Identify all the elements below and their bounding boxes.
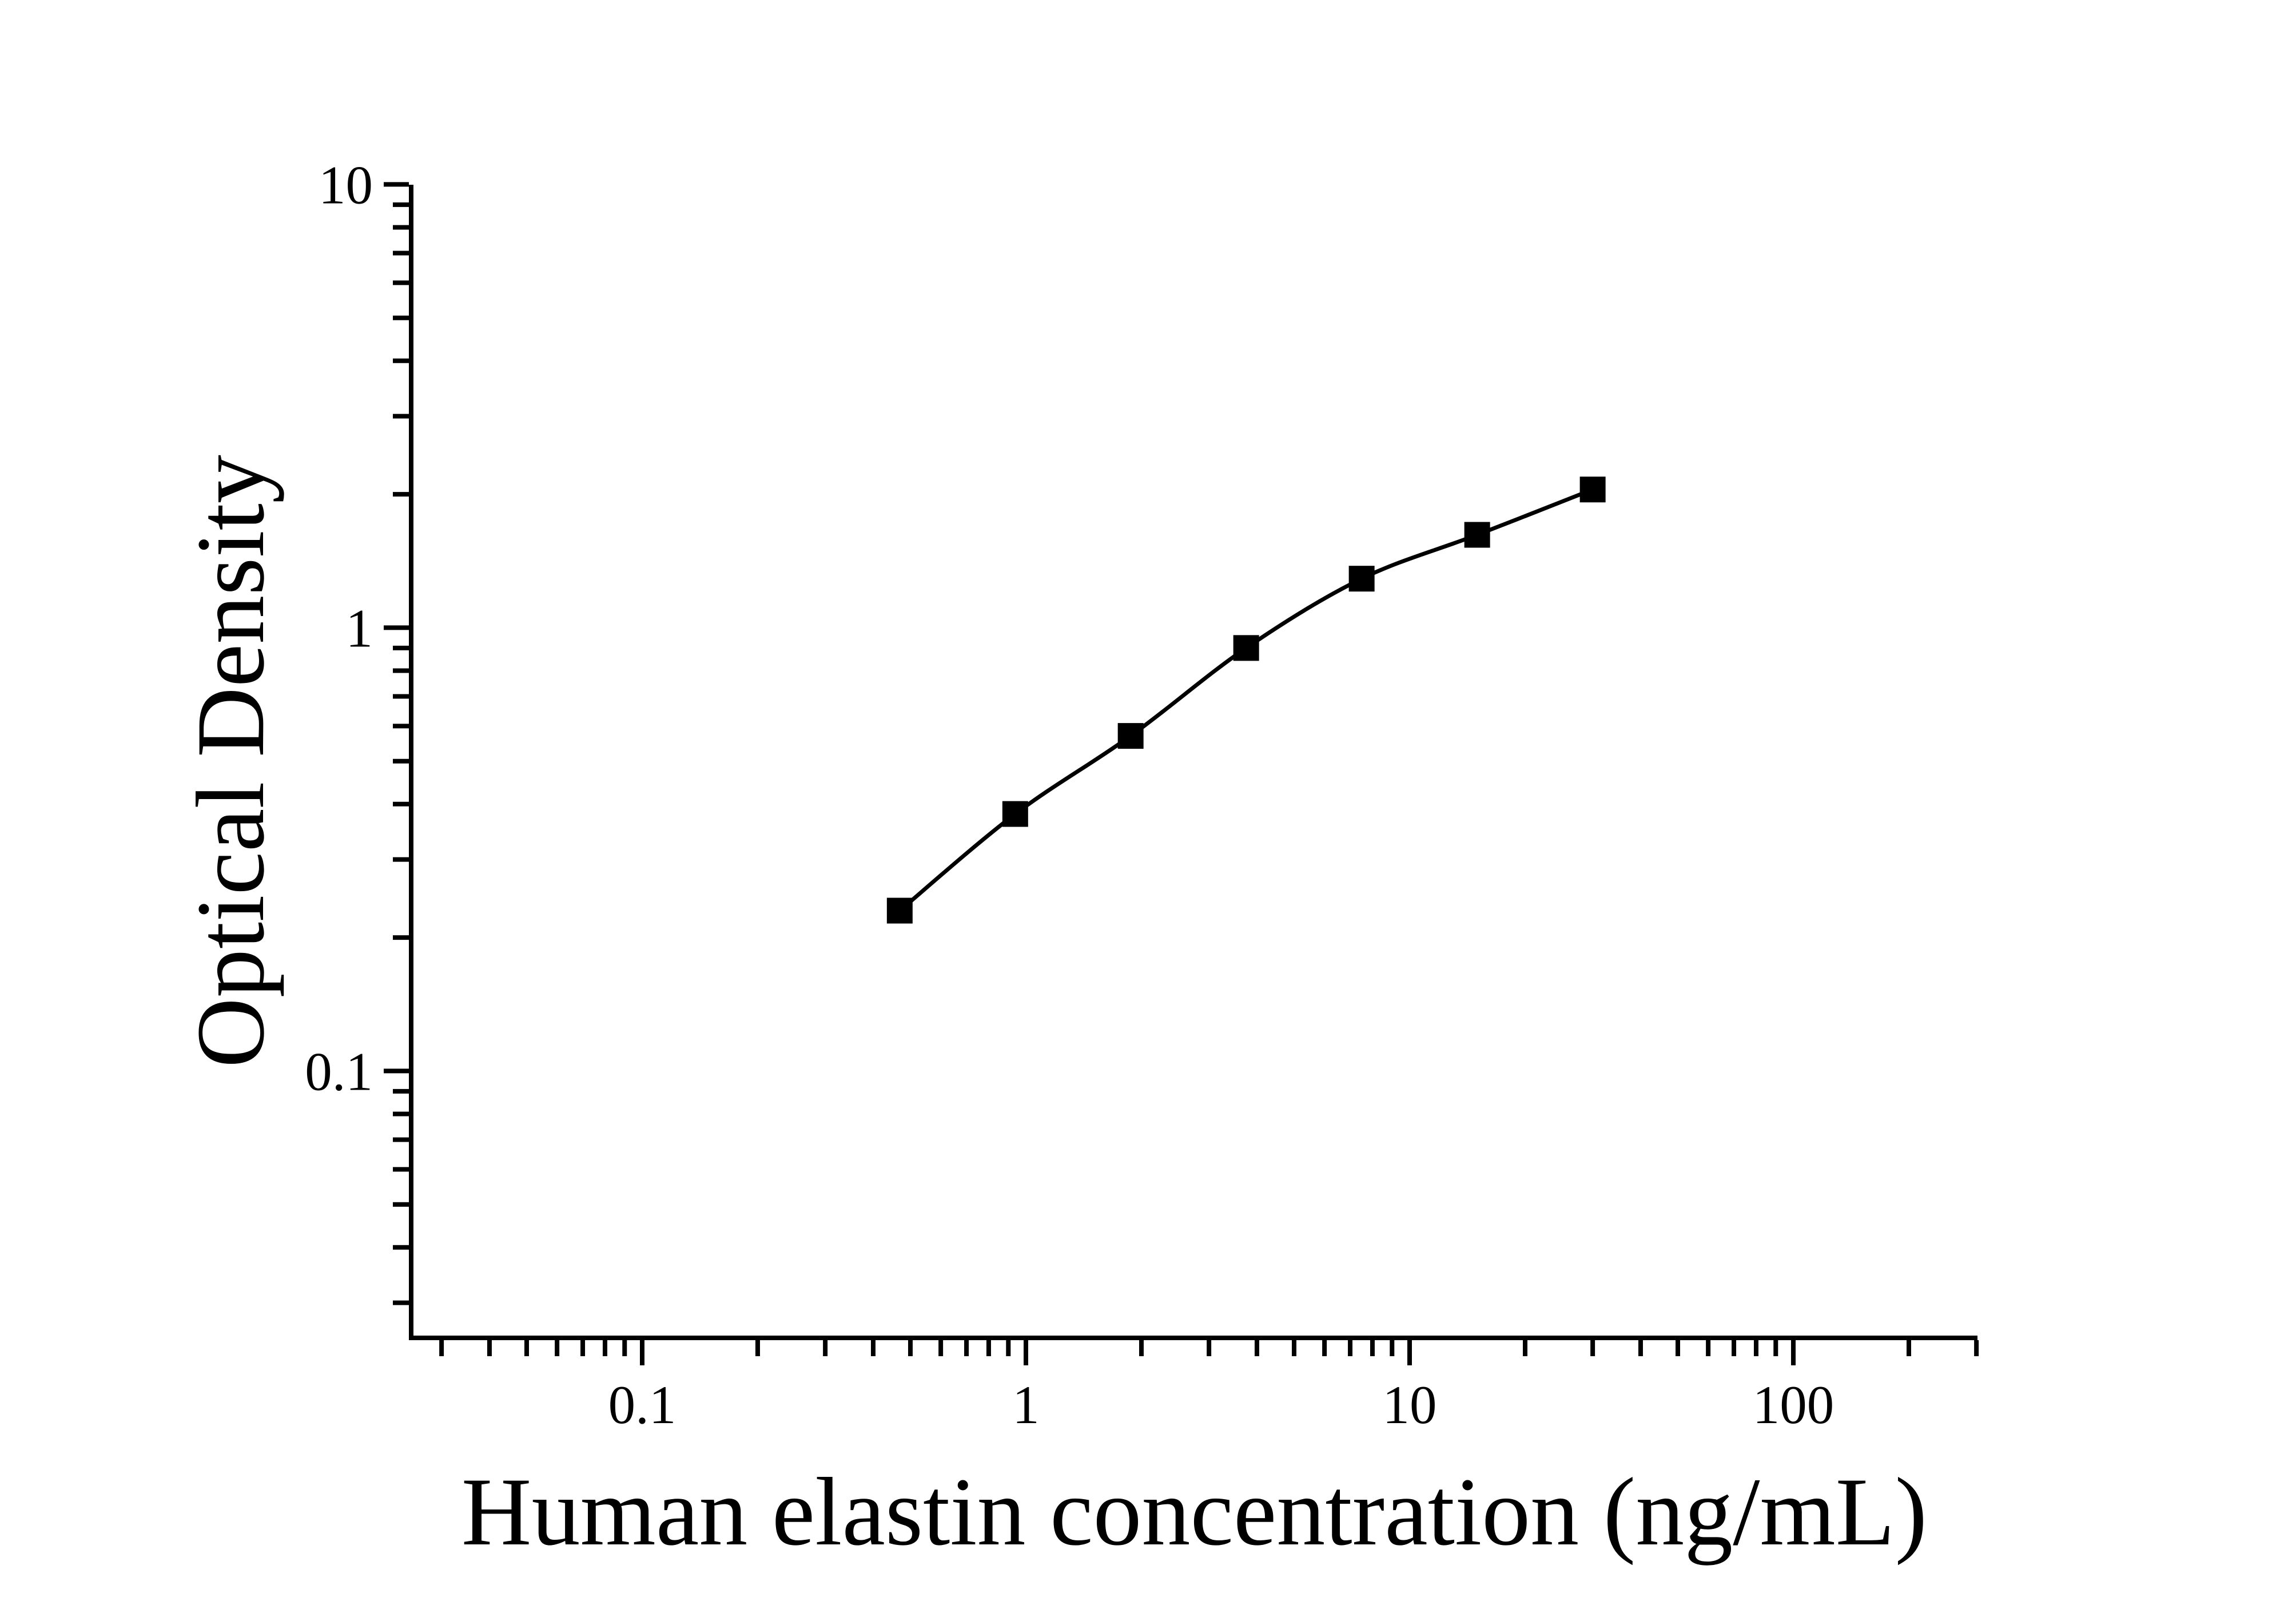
x-tick-label: 0.1 bbox=[608, 1374, 677, 1435]
y-tick-label: 0.1 bbox=[305, 1041, 373, 1102]
axes bbox=[409, 185, 1977, 1340]
data-point-marker bbox=[1117, 723, 1144, 749]
data-point-marker bbox=[1579, 476, 1606, 503]
fit-line bbox=[898, 487, 1594, 912]
x-tick-label: 100 bbox=[1753, 1374, 1835, 1435]
y-axis-title: Optical Density bbox=[177, 455, 284, 1068]
data-point-marker bbox=[1464, 522, 1490, 548]
y-tick-label: 1 bbox=[346, 598, 373, 658]
y-tick-label: 10 bbox=[319, 154, 373, 215]
data-point-marker bbox=[1002, 801, 1028, 827]
x-tick-label: 1 bbox=[1012, 1374, 1040, 1435]
data-point-marker bbox=[1233, 635, 1259, 661]
data-point-marker bbox=[886, 897, 913, 924]
data-point-marker bbox=[1348, 566, 1375, 592]
axis-tick-labels: 0.1 1 10 100 10 1 0.1 bbox=[305, 154, 1834, 1435]
axis-ticks bbox=[384, 182, 1979, 1365]
x-tick-label: 10 bbox=[1382, 1374, 1437, 1435]
data-series bbox=[886, 476, 1606, 924]
x-axis-title: Human elastin concentration (ng/mL) bbox=[461, 1458, 1927, 1566]
